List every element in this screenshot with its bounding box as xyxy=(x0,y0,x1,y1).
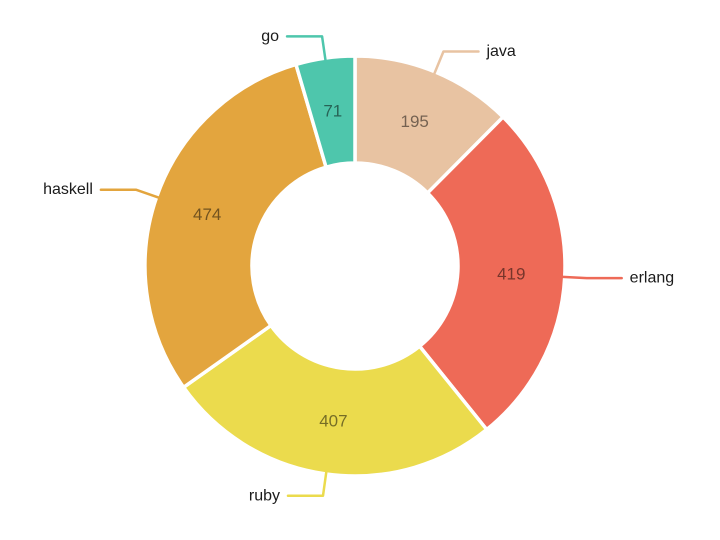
value-label-go: 71 xyxy=(323,102,342,121)
name-label-haskell: haskell xyxy=(43,181,93,198)
callout-line-erlang xyxy=(561,275,623,280)
name-label-erlang: erlang xyxy=(630,270,674,287)
slice-erlang[interactable] xyxy=(417,115,567,432)
name-label-ruby: ruby xyxy=(249,487,280,504)
callout-line-ruby xyxy=(286,470,328,498)
callout-line-go xyxy=(285,35,327,62)
slice-haskell[interactable] xyxy=(143,62,328,390)
slice-go[interactable] xyxy=(294,54,357,169)
value-label-ruby: 407 xyxy=(319,412,347,431)
value-label-java: 195 xyxy=(400,112,428,131)
name-label-java: java xyxy=(485,43,515,60)
slice-ruby[interactable] xyxy=(181,323,489,478)
name-label-go: go xyxy=(261,28,279,45)
value-label-erlang: 419 xyxy=(497,265,525,284)
callout-line-haskell xyxy=(99,188,160,199)
value-label-haskell: 474 xyxy=(193,205,221,224)
callout-line-java xyxy=(433,50,480,75)
